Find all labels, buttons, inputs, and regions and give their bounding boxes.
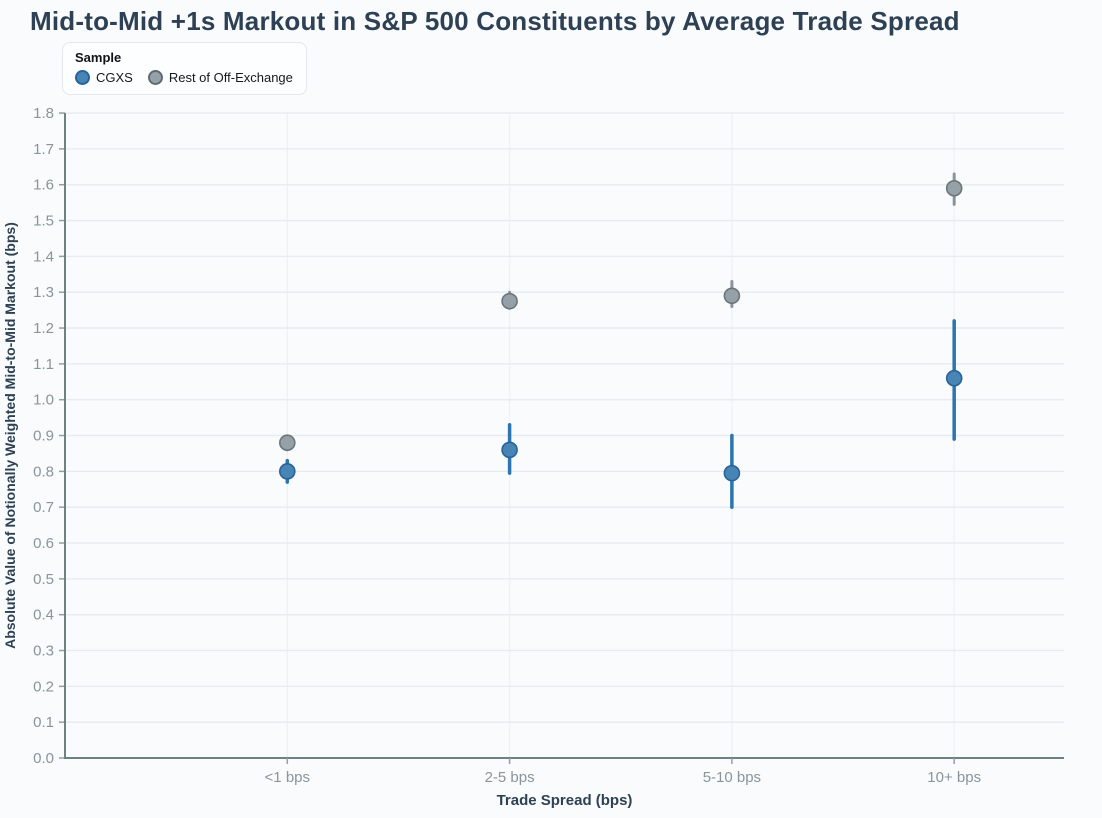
data-point-cgxs [945,369,963,387]
legend-item-0: CGXS [75,70,133,85]
legend-item-label: CGXS [96,70,133,85]
y-tick-label: 1.1 [33,356,54,373]
legend: Sample CGXS Rest of Off-Exchange [62,42,307,95]
legend-swatch-icon [75,70,90,85]
y-tick-label: 0.8 [33,463,54,480]
y-tick-label: 1.4 [33,248,54,265]
data-point-cgxs [501,441,518,459]
data-point-rest-of-off-exchange [278,434,296,451]
y-tick-label: 0.3 [33,643,54,660]
y-tick-label: 1.0 [33,392,54,409]
y-axis-title: Absolute Value of Notionally Weighted Mi… [2,222,18,649]
y-tick-label: 1.6 [33,177,54,194]
x-tick-label: <1 bps [265,769,310,786]
y-tick-label: 0.4 [33,607,54,624]
y-tick-label: 1.5 [33,213,54,230]
chart-title: Mid-to-Mid +1s Markout in S&P 500 Consti… [30,6,960,36]
data-point-rest-of-off-exchange [945,180,963,197]
legend-title: Sample [75,50,122,65]
data-point-cgxs [278,463,296,480]
legend-swatch-icon [147,70,163,85]
y-tick-label: 1.3 [33,284,54,301]
x-axis-title: Trade Spread (bps) [497,792,633,809]
y-tick-label: 1.2 [33,320,54,337]
y-tick-label: 0.5 [33,571,54,588]
y-tick-label: 0.7 [33,499,54,516]
y-tick-label: 0.6 [33,535,54,552]
x-tick-label: 5-10 bps [703,769,761,786]
y-tick-label: 0.1 [33,714,54,731]
legend-items: CGXS Rest of Off-Exchange [75,70,293,85]
data-point-rest-of-off-exchange [723,287,741,305]
y-tick-label: 0.2 [33,678,54,695]
legend-item-1: Rest of Off-Exchange [147,70,293,85]
x-tick-label: 10+ bps [927,769,981,786]
y-tick-label: 0.0 [33,750,54,767]
y-tick-label: 1.8 [33,105,54,122]
y-tick-label: 1.7 [33,141,54,158]
data-point-rest-of-off-exchange [501,292,518,310]
legend-item-label: Rest of Off-Exchange [168,70,293,85]
x-tick-label: 2-5 bps [485,769,535,786]
y-tick-label: 0.9 [33,428,54,445]
data-point-cgxs [723,464,741,482]
